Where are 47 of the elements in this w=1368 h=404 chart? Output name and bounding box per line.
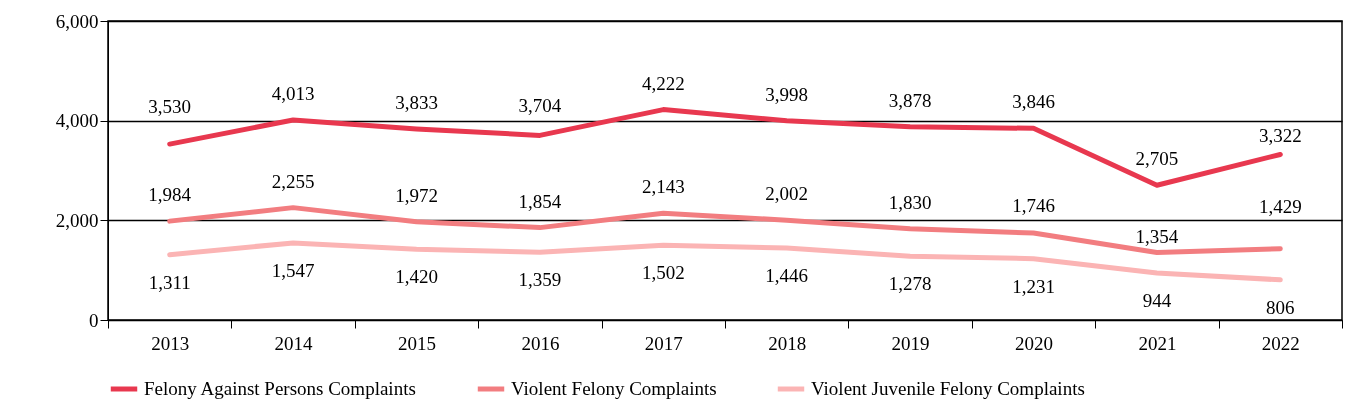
- x-tick-label: 2017: [644, 332, 683, 354]
- x-tick-label: 2020: [1015, 332, 1053, 354]
- data-label: 1,311: [148, 271, 191, 293]
- data-label: 1,354: [1135, 225, 1179, 247]
- data-label: 2,143: [641, 176, 685, 198]
- data-label: 1,420: [395, 266, 438, 288]
- data-label: 3,833: [395, 91, 438, 113]
- data-label: 2,705: [1135, 148, 1179, 170]
- data-label: 1,854: [518, 190, 562, 212]
- data-label: 2,002: [765, 183, 809, 205]
- data-label: 4,013: [271, 83, 315, 105]
- data-label: 3,998: [765, 83, 809, 105]
- data-label: 1,359: [518, 269, 562, 291]
- data-label: 1,278: [888, 273, 932, 295]
- legend-label: Felony Against Persons Complaints: [144, 378, 416, 399]
- data-label: 3,704: [518, 95, 562, 117]
- data-label: 1,547: [271, 259, 315, 281]
- x-tick-label: 2018: [768, 332, 807, 354]
- data-label: 3,846: [1012, 91, 1055, 113]
- data-label: 944: [1142, 289, 1172, 311]
- legend-label: Violent Juvenile Felony Complaints: [811, 378, 1085, 399]
- x-tick-label: 2019: [891, 332, 930, 354]
- y-tick-label: 0: [89, 309, 99, 331]
- x-tick-label: 2015: [398, 332, 436, 354]
- data-label: 806: [1266, 296, 1295, 318]
- x-tick-label: 2016: [521, 332, 560, 354]
- data-label: 2,255: [271, 170, 315, 192]
- y-tick-label: 4,000: [55, 110, 99, 132]
- data-label: 1,830: [888, 191, 932, 213]
- x-tick-label: 2013: [151, 332, 190, 354]
- data-label: 1,746: [1012, 194, 1055, 216]
- data-label: 1,231: [1012, 275, 1055, 297]
- x-tick-label: 2022: [1261, 332, 1300, 354]
- data-label: 4,222: [641, 72, 685, 94]
- data-label: 1,502: [641, 262, 685, 284]
- data-label: 3,878: [888, 89, 932, 111]
- data-label: 3,322: [1258, 125, 1302, 147]
- data-label: 1,984: [148, 184, 192, 206]
- data-label: 3,530: [148, 96, 192, 118]
- legend-label: Violent Felony Complaints: [511, 378, 717, 399]
- data-label: 1,972: [395, 184, 438, 206]
- y-tick-label: 2,000: [55, 209, 99, 231]
- x-tick-label: 2014: [274, 332, 314, 354]
- y-tick-label: 6,000: [55, 10, 99, 32]
- data-label: 1,446: [765, 264, 809, 286]
- data-label: 1,429: [1258, 195, 1302, 217]
- x-tick-label: 2021: [1138, 332, 1177, 354]
